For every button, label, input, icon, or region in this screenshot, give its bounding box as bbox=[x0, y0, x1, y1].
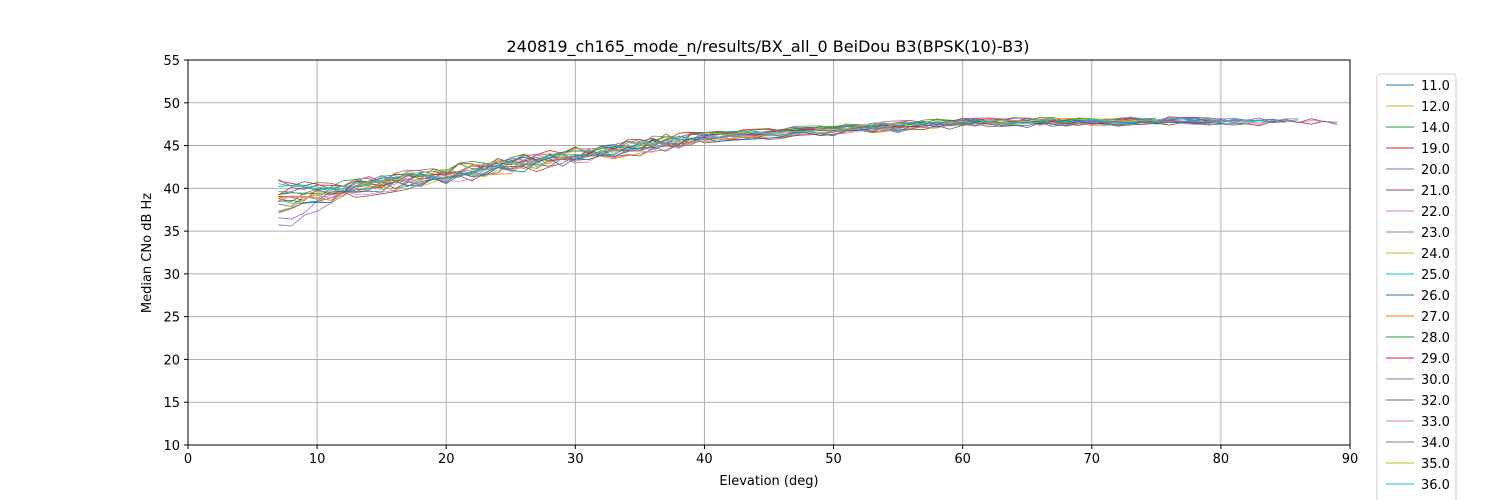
legend-label: 20.0 bbox=[1421, 163, 1450, 178]
legend: 11.0 12.0 14.0 19.0 20.0 21.0 22.0 23.0 24.0 25.0… bbox=[1376, 73, 1457, 500]
plot-area bbox=[278, 116, 1338, 227]
legend-label: 34.0 bbox=[1421, 436, 1450, 451]
legend-label: 11.0 bbox=[1421, 79, 1450, 94]
y-tick-label: 35 bbox=[163, 225, 180, 240]
series-line-22.0 bbox=[278, 119, 1325, 214]
y-tick-label: 10 bbox=[163, 439, 180, 454]
legend-label: 12.0 bbox=[1421, 100, 1450, 115]
legend-label: 36.0 bbox=[1421, 478, 1450, 493]
legend-box bbox=[1376, 73, 1457, 500]
legend-label: 28.0 bbox=[1421, 331, 1450, 346]
series-line-32.0 bbox=[278, 120, 1338, 198]
x-tick-label: 40 bbox=[696, 452, 713, 467]
legend-label: 32.0 bbox=[1421, 394, 1450, 409]
series-line-24.0 bbox=[278, 120, 1157, 205]
y-tick-label: 45 bbox=[163, 140, 180, 155]
y-tick-label: 40 bbox=[163, 182, 180, 197]
axes: 0 10 20 30 40 50 60 70 80 90 10 15 20 25 30 35 40 45 50 55 bbox=[163, 54, 1358, 467]
series-line-35.0 bbox=[278, 117, 1157, 212]
y-axis-title: Median CNo dB Hz bbox=[140, 193, 155, 313]
legend-label: 21.0 bbox=[1421, 184, 1450, 199]
x-tick-label: 10 bbox=[309, 452, 326, 467]
x-tick-label: 50 bbox=[825, 452, 842, 467]
series-line-33.0 bbox=[278, 119, 1286, 201]
x-tick-label: 0 bbox=[184, 452, 192, 467]
legend-label: 14.0 bbox=[1421, 121, 1450, 136]
legend-label: 33.0 bbox=[1421, 415, 1450, 430]
legend-label: 27.0 bbox=[1421, 310, 1450, 325]
legend-label: 29.0 bbox=[1421, 352, 1450, 367]
x-tick-label: 30 bbox=[567, 452, 584, 467]
y-tick-label: 25 bbox=[163, 311, 180, 326]
plot-frame bbox=[187, 59, 1351, 446]
y-tick-label: 50 bbox=[163, 97, 180, 112]
y-tick-label: 55 bbox=[163, 54, 180, 69]
series-line-37.0 bbox=[278, 121, 1221, 204]
legend-label: 23.0 bbox=[1421, 226, 1450, 241]
legend-label: 19.0 bbox=[1421, 142, 1450, 157]
series-line-14.0 bbox=[278, 117, 1105, 203]
grid bbox=[187, 59, 1351, 446]
legend-label: 35.0 bbox=[1421, 457, 1450, 472]
x-tick-label: 70 bbox=[1084, 452, 1101, 467]
chart-title: 240819_ch165_mode_n/results/BX_all_0 Bei… bbox=[506, 37, 1029, 57]
legend-label: 25.0 bbox=[1421, 268, 1450, 283]
x-tick-label: 90 bbox=[1342, 452, 1359, 467]
series-line-36.0 bbox=[278, 117, 1286, 190]
legend-label: 26.0 bbox=[1421, 289, 1450, 304]
x-axis-title: Elevation (deg) bbox=[719, 474, 818, 489]
y-tick-label: 30 bbox=[163, 268, 180, 283]
x-tick-label: 80 bbox=[1213, 452, 1230, 467]
legend-label: 22.0 bbox=[1421, 205, 1450, 220]
y-tick-label: 20 bbox=[163, 353, 180, 368]
legend-label: 30.0 bbox=[1421, 373, 1450, 388]
y-tick-label: 15 bbox=[163, 396, 180, 411]
legend-label: 24.0 bbox=[1421, 247, 1450, 262]
x-tick-label: 60 bbox=[954, 452, 971, 467]
series-line-28.0 bbox=[278, 117, 1157, 195]
x-tick-label: 20 bbox=[438, 452, 455, 467]
